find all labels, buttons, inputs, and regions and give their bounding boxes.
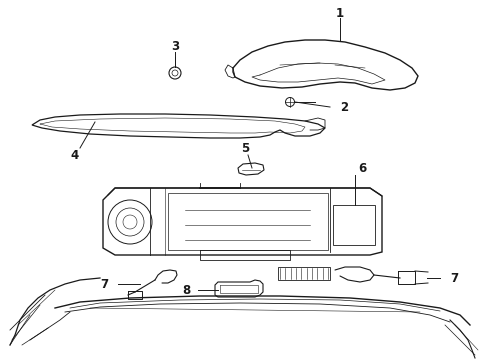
- Polygon shape: [238, 163, 264, 175]
- Text: 3: 3: [171, 40, 179, 53]
- Text: 4: 4: [71, 149, 79, 162]
- Polygon shape: [278, 267, 330, 280]
- Polygon shape: [233, 40, 418, 90]
- Polygon shape: [103, 188, 382, 255]
- Polygon shape: [32, 114, 325, 138]
- Text: 1: 1: [336, 6, 344, 19]
- Text: 7: 7: [100, 278, 108, 291]
- Polygon shape: [215, 280, 263, 297]
- Text: 2: 2: [340, 100, 348, 113]
- Text: 6: 6: [358, 162, 366, 175]
- Text: 5: 5: [241, 141, 249, 154]
- Polygon shape: [333, 205, 375, 245]
- Polygon shape: [168, 193, 328, 250]
- Text: 8: 8: [182, 284, 190, 297]
- Text: 7: 7: [450, 271, 458, 284]
